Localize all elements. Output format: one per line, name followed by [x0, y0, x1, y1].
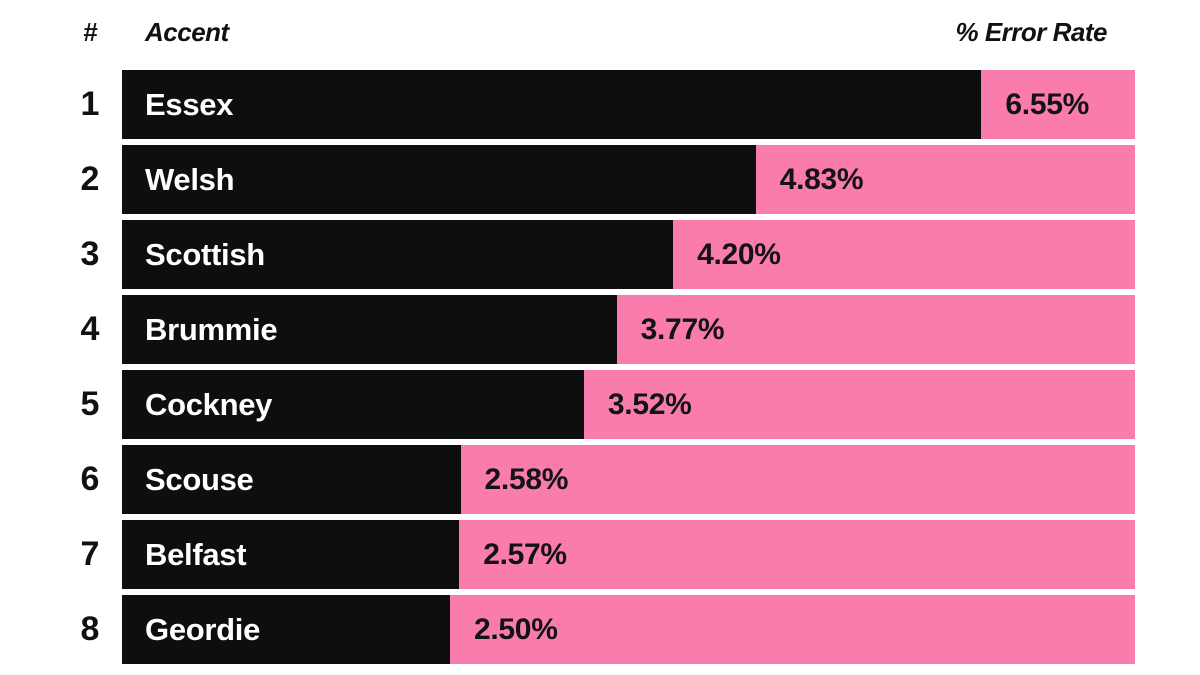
table-row: 6 Scouse 2.58% [58, 445, 1135, 514]
table-row: 7 Belfast 2.57% [58, 520, 1135, 589]
rank-label: 8 [80, 610, 100, 648]
value-label: 3.52% [607, 387, 692, 421]
bar-track: Belfast 2.57% [122, 520, 1135, 589]
rank-label: 3 [80, 235, 100, 273]
accent-column-header: Accent [145, 16, 229, 47]
bar-track: Cockney 3.52% [122, 370, 1135, 439]
table-row: 4 Brummie 3.77% [58, 295, 1135, 364]
rank-label: 2 [80, 160, 100, 198]
accent-label: Essex [145, 86, 234, 122]
bar-track: Geordie 2.50% [122, 595, 1135, 664]
value-label: 6.55% [1005, 87, 1089, 121]
accent-label: Brummie [145, 311, 278, 347]
value-label: 4.20% [697, 237, 781, 271]
bar: Scottish [122, 220, 674, 289]
table-row: 3 Scottish 4.20% [58, 220, 1135, 289]
chart-header: # Accent % Error Rate [58, 10, 1135, 54]
value-label: 4.83% [779, 162, 864, 196]
accent-label: Scouse [145, 461, 254, 497]
table-row: 8 Geordie 2.50% [58, 595, 1135, 664]
value-label: 2.57% [483, 537, 567, 571]
bar: Cockney [122, 370, 584, 439]
rank-label: 5 [80, 385, 100, 423]
value-label: 3.77% [640, 312, 725, 346]
bar-track: Scottish 4.20% [122, 220, 1135, 289]
bar-track: Scouse 2.58% [122, 445, 1135, 514]
value-label: 2.58% [484, 462, 569, 496]
rank-column-header: # [83, 16, 97, 47]
bar: Essex [122, 70, 982, 139]
bar-rows: 1 Essex 6.55% 2 Welsh 4.83% 3 Scottish 4… [58, 70, 1135, 664]
table-row: 1 Essex 6.55% [58, 70, 1135, 139]
table-row: 2 Welsh 4.83% [58, 145, 1135, 214]
bar: Belfast [122, 520, 460, 589]
rank-label: 7 [80, 535, 100, 573]
bar: Brummie [122, 295, 617, 364]
accent-label: Cockney [145, 386, 273, 422]
accent-label: Welsh [145, 161, 235, 197]
table-row: 5 Cockney 3.52% [58, 370, 1135, 439]
error-rate-column-header: % Error Rate [955, 16, 1108, 47]
bar-track: Essex 6.55% [122, 70, 1135, 139]
accent-label: Belfast [145, 536, 247, 572]
bar-track: Welsh 4.83% [122, 145, 1135, 214]
bar: Welsh [122, 145, 756, 214]
rank-label: 1 [80, 85, 100, 123]
value-label: 2.50% [474, 612, 558, 646]
bar: Geordie [122, 595, 450, 664]
bar: Scouse [122, 445, 461, 514]
accent-label: Scottish [145, 236, 265, 272]
accent-label: Geordie [145, 611, 261, 647]
bar-track: Brummie 3.77% [122, 295, 1135, 364]
rank-label: 4 [80, 310, 100, 348]
rank-label: 6 [80, 460, 100, 498]
